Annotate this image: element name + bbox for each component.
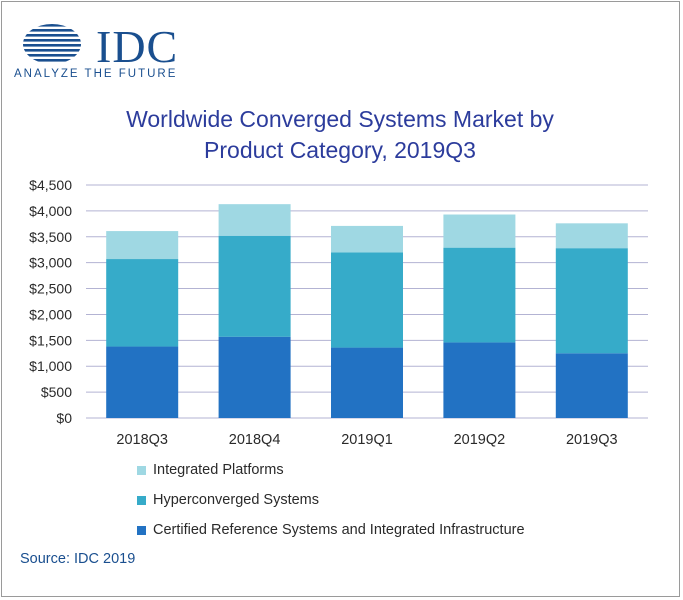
- idc-logo: IDC ANALYZE THE FUTURE: [14, 20, 184, 82]
- source-note: Source: IDC 2019: [20, 551, 136, 567]
- bar-segment: [106, 259, 179, 347]
- x-tick-label: 2018Q3: [116, 432, 168, 448]
- legend-label: Hyperconverged Systems: [153, 492, 320, 508]
- bar-segment: [331, 252, 403, 348]
- globe-icon: [23, 24, 81, 62]
- chart-title-line-1: Worldwide Converged Systems Market by: [126, 106, 554, 132]
- x-tick-label: 2019Q2: [454, 432, 506, 448]
- bar-segment: [106, 231, 179, 260]
- bar-segment: [443, 214, 516, 248]
- x-tick-label: 2019Q1: [341, 432, 393, 448]
- bar-segment: [331, 225, 403, 253]
- bar-segment: [443, 247, 516, 343]
- bar-segment: [106, 346, 179, 418]
- y-tick-label: $2,000: [29, 306, 72, 322]
- y-tick-label: $500: [41, 384, 72, 400]
- y-tick-label: $1,000: [29, 358, 72, 374]
- legend-label: Certified Reference Systems and Integrat…: [153, 522, 525, 538]
- y-tick-label: $1,500: [29, 332, 72, 348]
- bar-segment: [218, 336, 291, 418]
- bar-segment: [555, 248, 628, 354]
- chart-title-line-2: Product Category, 2019Q3: [204, 137, 476, 163]
- bar-segment: [218, 204, 291, 236]
- y-tick-label: $3,000: [29, 255, 72, 271]
- legend-label: Integrated Platforms: [153, 462, 284, 478]
- chart-title: Worldwide Converged Systems Market by Pr…: [60, 104, 620, 166]
- bar-segment: [331, 347, 403, 418]
- x-tick-label: 2018Q4: [229, 432, 281, 448]
- logo-wordmark: IDC: [96, 21, 179, 72]
- legend-swatch: [137, 466, 146, 475]
- y-tick-label: $4,500: [29, 177, 72, 193]
- bar-segment: [555, 353, 628, 418]
- legend-swatch: [137, 526, 146, 535]
- y-tick-label: $4,000: [29, 203, 72, 219]
- logo-tagline: ANALYZE THE FUTURE: [14, 68, 178, 80]
- y-tick-label: $2,500: [29, 281, 72, 297]
- bar-segment: [555, 223, 628, 249]
- bar-segment: [443, 342, 516, 418]
- legend-swatch: [137, 496, 146, 505]
- y-tick-label: $0: [56, 410, 72, 426]
- bar-segment: [218, 235, 291, 337]
- x-tick-label: 2019Q3: [566, 432, 618, 448]
- y-tick-label: $3,500: [29, 229, 72, 245]
